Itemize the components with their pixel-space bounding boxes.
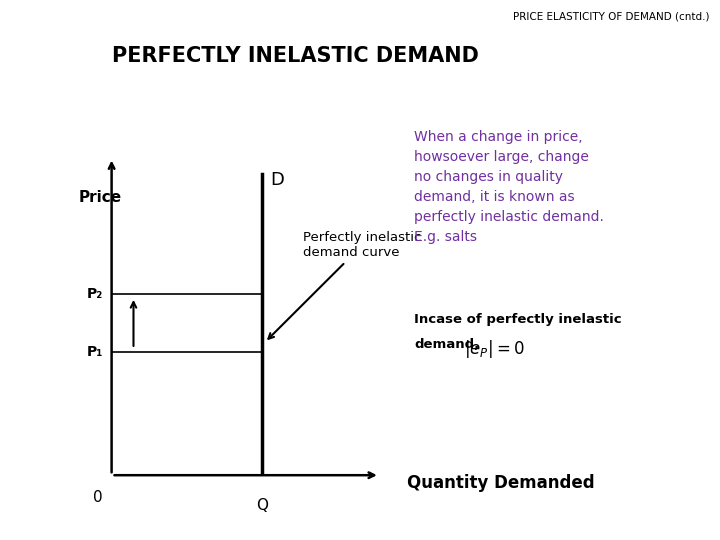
Text: D: D bbox=[270, 171, 284, 188]
Text: P₁: P₁ bbox=[87, 345, 104, 359]
Text: PRICE ELASTICITY OF DEMAND (cntd.): PRICE ELASTICITY OF DEMAND (cntd.) bbox=[513, 12, 709, 22]
Text: Perfectly inelastic
demand curve: Perfectly inelastic demand curve bbox=[269, 231, 421, 339]
Text: Q: Q bbox=[256, 498, 268, 513]
Text: Quantity Demanded: Quantity Demanded bbox=[407, 474, 595, 492]
Text: PERFECTLY INELASTIC DEMAND: PERFECTLY INELASTIC DEMAND bbox=[112, 46, 479, 66]
Text: Price: Price bbox=[78, 190, 122, 205]
Text: When a change in price,
howsoever large, change
no changes in quality
demand, it: When a change in price, howsoever large,… bbox=[414, 130, 604, 244]
Text: 0: 0 bbox=[93, 490, 103, 505]
Text: demand,: demand, bbox=[414, 338, 480, 350]
Text: $|e_P| = 0$: $|e_P| = 0$ bbox=[464, 338, 525, 360]
Text: Incase of perfectly inelastic: Incase of perfectly inelastic bbox=[414, 313, 621, 326]
Text: P₂: P₂ bbox=[87, 287, 104, 301]
